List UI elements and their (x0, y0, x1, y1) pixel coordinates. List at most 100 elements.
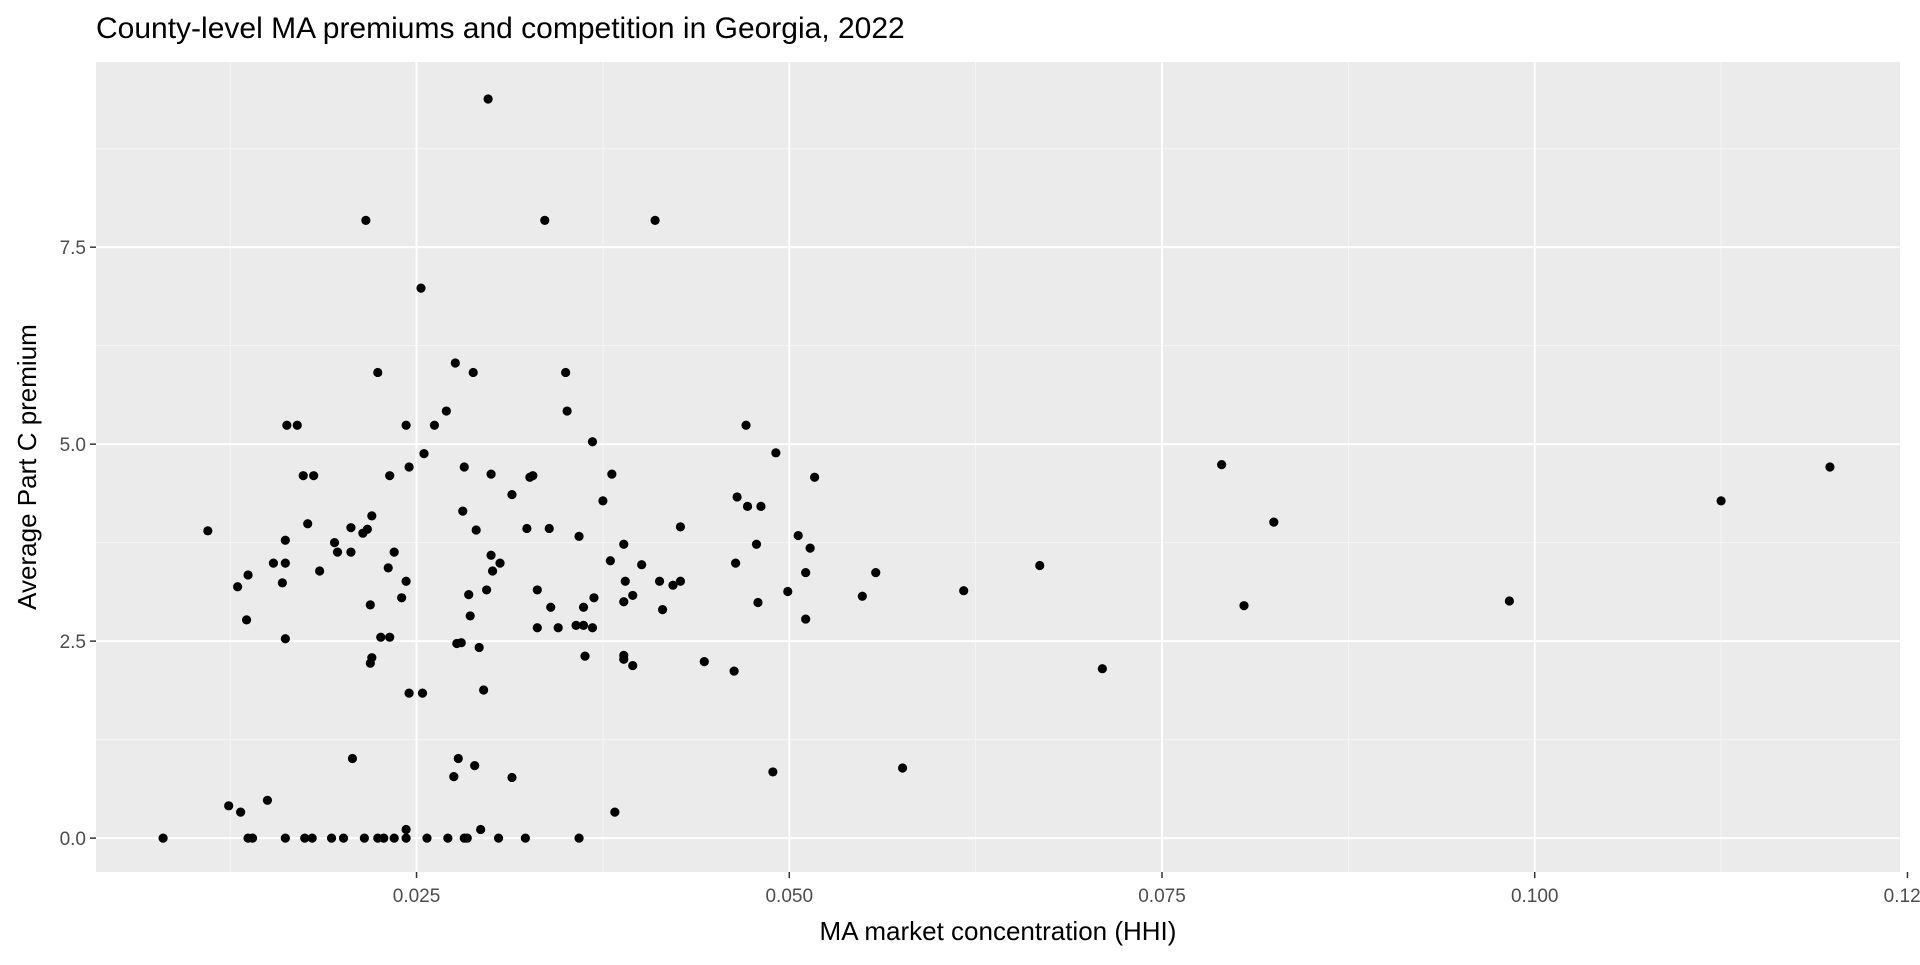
data-point (404, 462, 414, 472)
data-point (453, 753, 463, 764)
x-axis-title: MA market concentration (HHI) (820, 916, 1177, 946)
data-point (203, 526, 213, 536)
data-point (768, 767, 778, 777)
chart-title: County-level MA premiums and competition… (96, 12, 905, 45)
data-point (280, 833, 290, 843)
data-point (464, 590, 474, 600)
data-point (359, 833, 369, 843)
data-point (628, 590, 638, 601)
data-point (507, 772, 517, 783)
data-point (620, 576, 630, 586)
data-point (598, 496, 608, 506)
data-point (528, 471, 538, 481)
plot-panel (96, 62, 1900, 872)
data-point (303, 519, 313, 529)
data-point (422, 833, 432, 843)
data-point (574, 531, 584, 541)
data-point (532, 585, 542, 595)
data-point (857, 591, 867, 601)
data-point (675, 522, 686, 532)
data-point (474, 642, 484, 653)
data-point (619, 654, 629, 664)
data-point (580, 651, 590, 661)
data-point (589, 593, 599, 603)
data-point (532, 623, 542, 633)
data-point (1825, 462, 1835, 472)
data-point (417, 688, 428, 698)
data-point (668, 580, 678, 590)
x-tick-label: 0.025 (393, 886, 441, 907)
data-point (280, 634, 290, 644)
data-point (619, 597, 629, 607)
data-point (459, 462, 469, 472)
y-tick-label: 5.0 (60, 435, 86, 456)
data-point (346, 523, 356, 533)
data-point (650, 215, 660, 225)
data-point (449, 772, 459, 782)
data-point (619, 539, 629, 549)
data-point (458, 506, 468, 516)
data-point (419, 449, 429, 459)
data-point (367, 511, 377, 521)
data-point (486, 469, 496, 479)
data-point (476, 824, 486, 835)
data-point (280, 558, 290, 568)
data-point (262, 795, 273, 805)
data-point (574, 833, 584, 843)
data-point (416, 283, 426, 293)
y-axis-title: Average Part C premium (12, 324, 42, 610)
data-point (805, 543, 815, 553)
data-point (561, 367, 571, 378)
data-point (783, 586, 793, 597)
data-point (495, 558, 505, 568)
data-point (959, 586, 969, 596)
data-point (379, 833, 389, 843)
data-point (605, 556, 615, 566)
data-point (389, 833, 399, 843)
data-point (236, 807, 246, 817)
data-point (1239, 601, 1249, 611)
data-point (1035, 560, 1045, 571)
data-point (607, 469, 617, 479)
data-point (801, 567, 811, 578)
data-point (486, 550, 496, 560)
data-point (401, 420, 411, 430)
data-point (544, 523, 554, 534)
data-point (277, 578, 287, 588)
data-point (468, 367, 478, 378)
data-point (401, 833, 411, 843)
data-point (493, 833, 504, 843)
data-point (268, 558, 279, 568)
data-point (729, 666, 739, 676)
data-point (346, 547, 356, 557)
data-point (329, 538, 340, 548)
data-point (810, 472, 820, 482)
data-point (578, 620, 589, 630)
data-point (280, 535, 290, 545)
data-point (546, 602, 556, 612)
data-point (389, 547, 399, 557)
data-point (522, 523, 532, 534)
data-point (315, 566, 325, 576)
data-point (456, 638, 466, 648)
data-point (793, 530, 803, 541)
data-point (383, 563, 393, 573)
data-point (540, 215, 550, 225)
data-point (397, 593, 407, 603)
x-tick-label: 0.100 (1511, 886, 1559, 907)
data-point (751, 539, 762, 549)
data-point (610, 807, 620, 817)
data-point (385, 471, 395, 481)
y-tick-label: 7.5 (60, 238, 86, 259)
data-point (462, 833, 472, 843)
data-point (385, 632, 395, 642)
data-point (587, 623, 598, 633)
data-point (571, 620, 581, 630)
data-point (404, 688, 414, 698)
data-point (1716, 496, 1726, 506)
data-point (1504, 596, 1514, 606)
data-point (801, 614, 811, 624)
x-axis-ticks: 0.025 0.050 0.075 0.100 0.125 (393, 872, 1920, 907)
data-point (753, 597, 763, 608)
